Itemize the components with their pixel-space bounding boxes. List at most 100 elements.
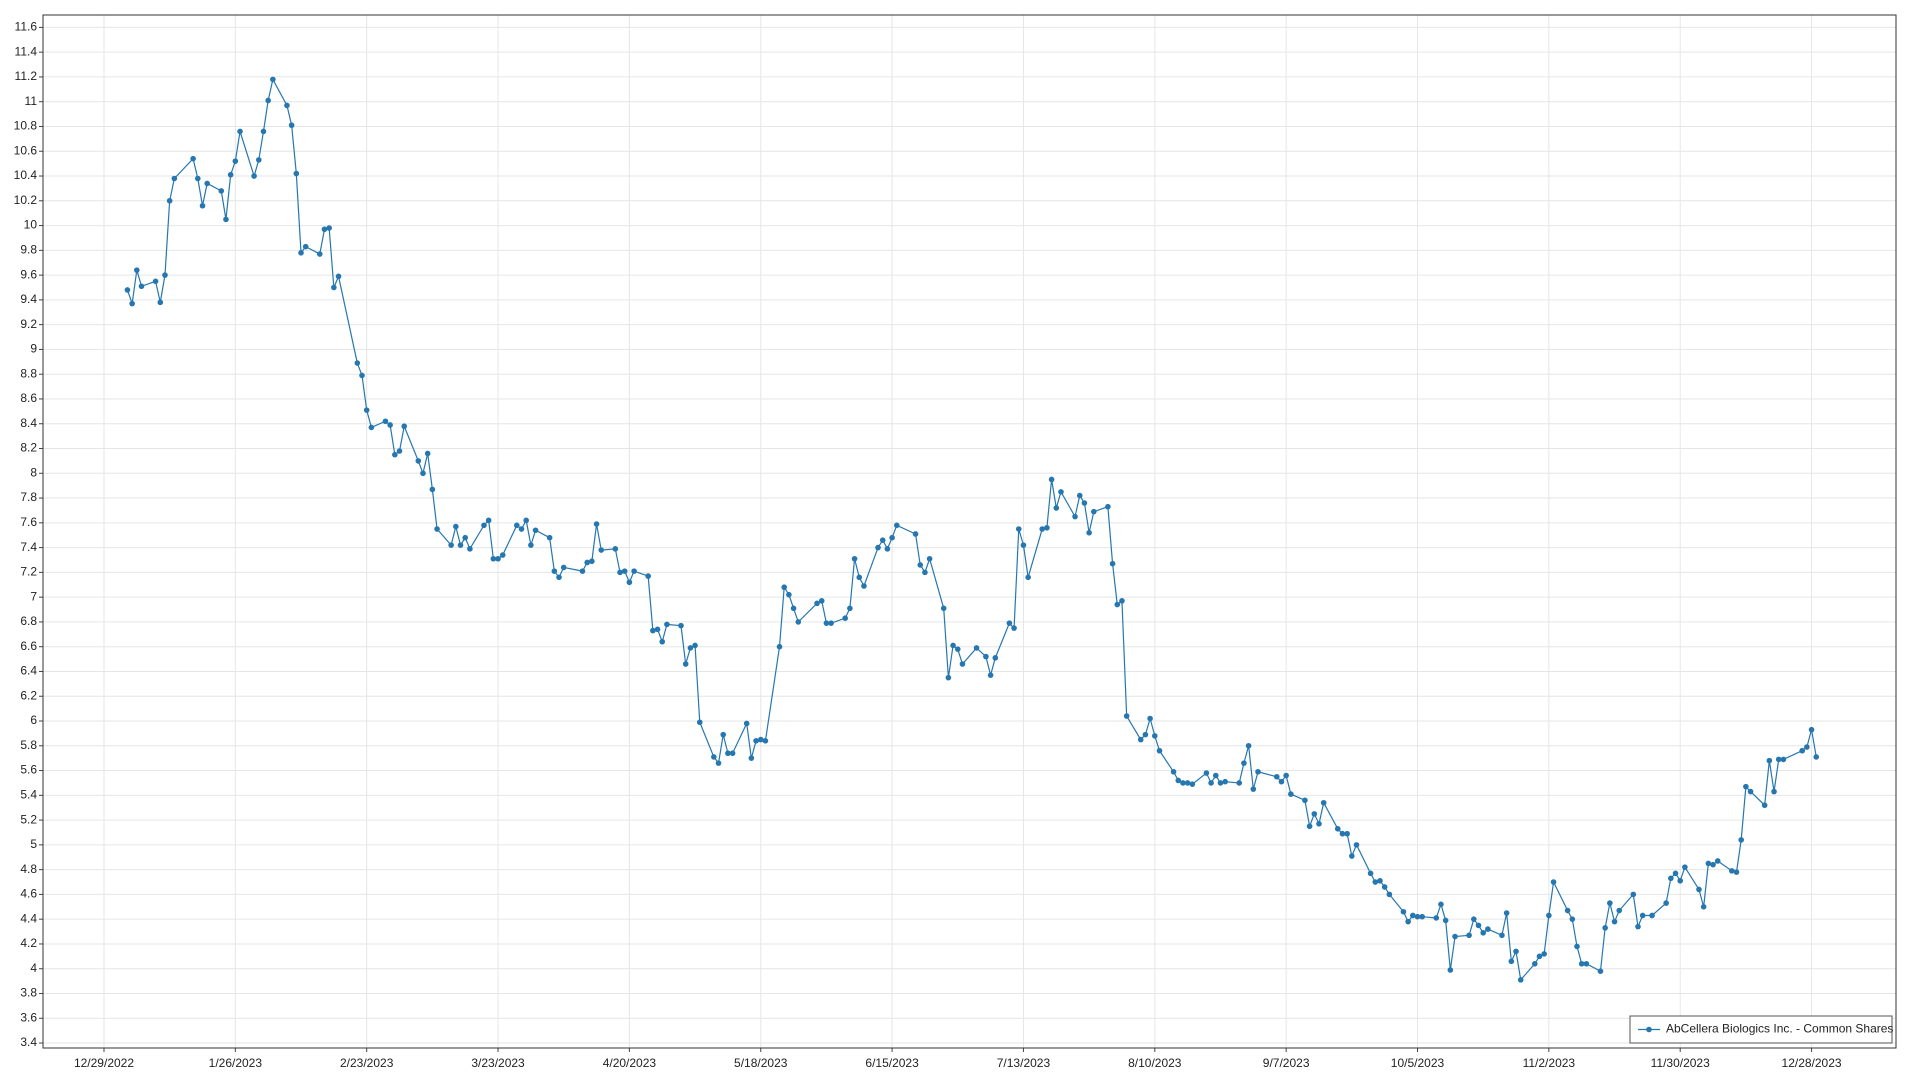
data-point (298, 250, 304, 256)
data-point (387, 422, 393, 428)
x-tick-label: 2/23/2023 (340, 1056, 394, 1070)
data-point (171, 175, 178, 182)
data-point (1137, 736, 1144, 743)
data-point (1222, 778, 1228, 785)
y-tick-label: 8.4 (20, 416, 37, 430)
data-point (1039, 526, 1046, 532)
data-point (1349, 853, 1355, 859)
data-point (1245, 742, 1252, 749)
data-point (884, 546, 891, 552)
x-tick-label: 9/7/2023 (1263, 1056, 1310, 1070)
data-point (1649, 912, 1655, 919)
data-point (762, 738, 769, 744)
data-point (1747, 788, 1754, 795)
y-tick-label: 4.8 (20, 862, 37, 876)
data-point (1696, 886, 1702, 893)
data-point (621, 568, 628, 574)
data-point (1743, 783, 1749, 790)
y-tick-label: 11.6 (15, 20, 38, 34)
data-point (514, 522, 520, 529)
data-point (1635, 923, 1641, 930)
data-point (1283, 772, 1289, 779)
data-point (612, 546, 619, 552)
data-point (945, 674, 952, 681)
y-tick-label: 7.8 (20, 490, 37, 504)
y-tick-label: 9 (30, 342, 37, 356)
data-point (818, 598, 825, 604)
data-point (1184, 780, 1191, 786)
data-point (1738, 837, 1744, 843)
data-point (692, 642, 698, 649)
data-point (786, 591, 792, 598)
data-point (1236, 780, 1243, 786)
x-tick-label: 8/10/2023 (1128, 1056, 1182, 1070)
data-point (1377, 877, 1383, 884)
data-point (1531, 960, 1538, 967)
data-point (589, 558, 595, 565)
data-point (1123, 713, 1130, 719)
data-point (1367, 870, 1374, 877)
y-tick-label: 11.4 (15, 44, 38, 58)
data-point (485, 517, 492, 524)
y-tick-label: 9.6 (20, 267, 37, 281)
data-point (368, 424, 375, 431)
data-point (1513, 948, 1519, 955)
data-point (879, 537, 886, 543)
series-line (126, 77, 1817, 982)
data-point (1180, 780, 1186, 786)
data-point (204, 180, 210, 187)
data-point (725, 750, 731, 757)
data-point (1517, 977, 1524, 983)
data-point (1081, 500, 1088, 506)
y-tick-label: 5.4 (20, 787, 37, 801)
data-point (1147, 715, 1153, 722)
data-point (650, 627, 656, 634)
data-point (715, 760, 722, 766)
data-point (1574, 943, 1580, 950)
data-point (1564, 907, 1571, 914)
data-point (1217, 780, 1224, 786)
data-point (1705, 860, 1712, 867)
y-tick-label: 11 (25, 94, 38, 108)
data-point (462, 534, 469, 541)
y-tick-label: 6.8 (20, 614, 37, 628)
data-point (354, 360, 361, 366)
data-point (359, 372, 365, 379)
data-point (1616, 907, 1623, 914)
y-tick-label: 5.6 (20, 763, 37, 777)
data-point (917, 562, 924, 568)
data-point (232, 158, 239, 164)
data-point (556, 574, 562, 581)
data-point (1109, 560, 1116, 567)
data-point (757, 736, 764, 743)
data-point (776, 643, 783, 650)
data-point (1119, 598, 1125, 604)
data-point (1578, 960, 1585, 967)
data-point (1630, 891, 1637, 898)
y-tick-label: 7.2 (20, 565, 37, 579)
data-point (1682, 864, 1688, 870)
data-point (720, 731, 727, 738)
data-point (983, 653, 989, 660)
data-point (654, 626, 661, 633)
data-point (331, 284, 337, 291)
data-point (959, 661, 966, 667)
data-point (1114, 601, 1121, 608)
data-point (260, 128, 267, 135)
data-point (1091, 508, 1097, 515)
data-point (1541, 951, 1547, 957)
y-tick-label: 3.6 (20, 1010, 37, 1024)
data-point (1710, 861, 1716, 868)
data-point (288, 122, 295, 129)
data-point (199, 202, 206, 209)
data-point (1433, 915, 1440, 921)
data-point (1015, 526, 1022, 532)
data-point (617, 569, 623, 576)
data-point (1499, 932, 1505, 939)
data-point (842, 615, 848, 622)
data-point (1714, 858, 1721, 864)
y-tick-label: 8 (30, 465, 37, 479)
data-point (729, 750, 736, 757)
x-tick-label: 3/23/2023 (471, 1056, 525, 1070)
